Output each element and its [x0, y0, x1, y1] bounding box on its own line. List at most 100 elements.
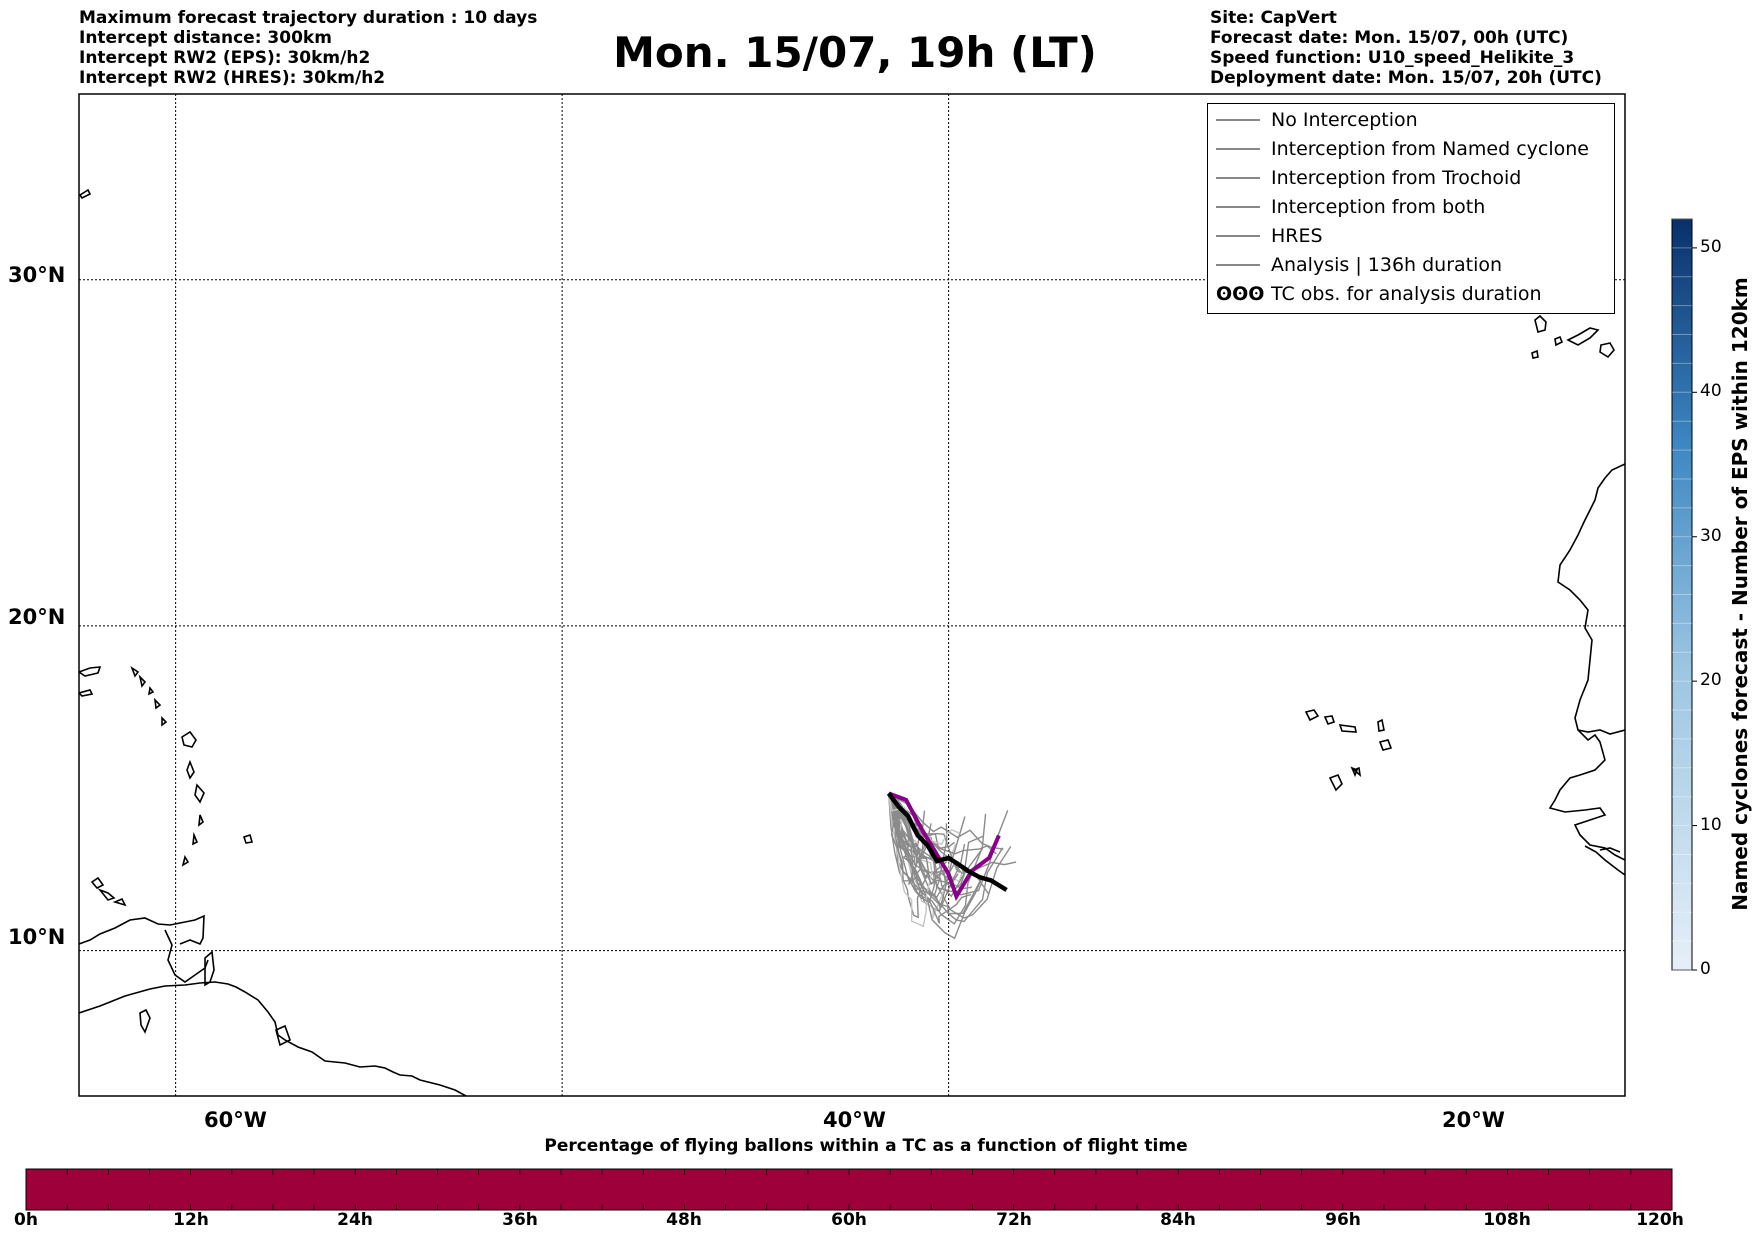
time-tick-12h: 12h: [173, 1210, 209, 1230]
coastline-west-africa: [1548, 463, 1625, 861]
colorbar-tick-10: 10: [1700, 815, 1722, 835]
coastline-fuerteventura: [1566, 327, 1600, 346]
analysis-trajectory: [886, 792, 1008, 892]
coastline-tenerife: [1554, 335, 1564, 347]
lon-label-20w: 20°W: [1442, 1108, 1505, 1132]
colorbar-bottom-bar: [25, 1168, 1673, 1211]
time-tick-96h: 96h: [1325, 1210, 1361, 1230]
coastline-lesser-antilles-south: [90, 876, 127, 907]
forecast-parameters: Maximum forecast trajectory duration : 1…: [79, 8, 537, 88]
param-intercept-distance: Intercept distance: 300km: [79, 28, 332, 48]
colorbar-right-ticks: [1672, 218, 1697, 971]
colorbar-bottom-ticks: [25, 1169, 1673, 1210]
legend-item-analysis: Analysis | 136h duration: [1208, 251, 1614, 279]
colorbar-right-gradient: [1671, 218, 1693, 971]
colorbar-tick-0: 0: [1700, 959, 1711, 979]
colorbar-tick-30: 30: [1700, 526, 1722, 546]
param-max-duration: Maximum forecast trajectory duration : 1…: [79, 8, 538, 28]
ensemble-member-trajectory: [888, 793, 987, 893]
legend-swatch: [1216, 235, 1260, 237]
legend-item-hres: HRES: [1208, 222, 1614, 250]
legend-label: Analysis | 136h duration: [1271, 254, 1503, 276]
lat-label-10n: 10°N: [8, 925, 66, 949]
colorbar-bottom-title: Percentage of flying ballons within a TC…: [544, 1136, 1188, 1156]
legend-label: Interception from Named cyclone: [1271, 138, 1589, 160]
time-tick-36h: 36h: [502, 1210, 538, 1230]
legend-swatch: [1216, 119, 1260, 121]
coastline-island-2: [275, 1024, 291, 1047]
coastline-lanzarote: [1534, 314, 1547, 333]
coastline-trinidad: [204, 950, 215, 987]
ensemble-trajectories: [886, 791, 1017, 940]
coastline-gambia: [1577, 729, 1625, 735]
coastline-south-america: [79, 981, 467, 1096]
coastline-sal: [1377, 718, 1385, 732]
colorbar-tick-40: 40: [1700, 381, 1722, 401]
lon-label-60w: 60°W: [204, 1108, 267, 1132]
legend-label: Interception from both: [1271, 196, 1486, 218]
legend-item-tc-obs: ʘʘʘ TC obs. for analysis duration: [1208, 280, 1614, 308]
coastline-venezuela-north: [79, 914, 205, 946]
coastline-puerto-rico: [79, 666, 102, 677]
colorbar-tick-50: 50: [1700, 237, 1722, 257]
coastline-island-6: [147, 686, 155, 696]
coastline-st-vincent: [192, 831, 199, 846]
deployment-date: Deployment date: Mon. 15/07, 20h (UTC): [1210, 68, 1602, 88]
param-rw2-eps: Intercept RW2 (EPS): 30km/h2: [79, 48, 371, 68]
legend-item-trochoid: Interception from Trochoid: [1208, 164, 1614, 192]
ensemble-member-trajectory: [888, 793, 983, 915]
coastline-bermuda-edge: [79, 188, 92, 200]
coastline-island-8: [161, 716, 168, 727]
legend-label: HRES: [1271, 225, 1323, 247]
time-tick-60h: 60h: [831, 1210, 867, 1230]
legend-swatch: [1216, 264, 1260, 266]
legend-item-both: Interception from both: [1208, 193, 1614, 221]
coastline-island-3: [79, 689, 94, 697]
legend-item-named-cyclone: Interception from Named cyclone: [1208, 135, 1614, 163]
coastline-barbados: [242, 833, 254, 844]
coastline-paria: [164, 929, 209, 983]
time-tick-108h: 108h: [1483, 1210, 1531, 1230]
time-tick-72h: 72h: [996, 1210, 1032, 1230]
coastline-island-5: [138, 674, 147, 688]
time-tick-24h: 24h: [337, 1210, 373, 1230]
legend-swatch: [1216, 148, 1260, 150]
coastlines: [79, 188, 1625, 1096]
site-name: Site: CapVert: [1210, 8, 1337, 28]
coastline-island-4: [130, 665, 140, 678]
legend-swatch: [1216, 177, 1260, 179]
coastline-gran-canaria: [1599, 342, 1615, 359]
coastline-island-1: [139, 1008, 151, 1034]
coastline-guinea-bissau: [1584, 845, 1625, 876]
time-tick-48h: 48h: [666, 1210, 702, 1230]
speed-function: Speed function: U10_speed_Helikite_3: [1210, 48, 1575, 68]
ensemble-member-trajectory: [888, 793, 956, 886]
param-rw2-hres: Intercept RW2 (HRES): 30km/h2: [79, 68, 386, 88]
map-legend: No Interception Interception from Named …: [1207, 103, 1615, 314]
coastline-martinique: [194, 783, 205, 804]
coastline-grenadines: [181, 854, 190, 867]
legend-label: TC obs. for analysis duration: [1271, 283, 1542, 305]
map-frame: [78, 93, 1626, 1097]
coastline-sao-vicente: [1323, 715, 1336, 725]
site-information: Site: CapVert Forecast date: Mon. 15/07,…: [1210, 8, 1602, 88]
tc-symbol-icon: ʘʘʘ: [1216, 283, 1265, 305]
coastline-la-gomera: [1531, 349, 1539, 359]
page-title: Mon. 15/07, 19h (LT): [613, 28, 1097, 77]
coastline-boa-vista: [1378, 739, 1393, 751]
ensemble-member-trajectory: [888, 793, 966, 911]
colorbar-tick-20: 20: [1700, 670, 1722, 690]
legend-label: Interception from Trochoid: [1271, 167, 1522, 189]
coastline-island-7: [153, 697, 162, 710]
coastline-guadeloupe: [181, 730, 197, 748]
legend-item-no-interception: No Interception: [1208, 106, 1614, 134]
lon-label-40w: 40°W: [823, 1108, 886, 1132]
ensemble-member-trajectory: [888, 792, 1004, 850]
legend-label: No Interception: [1271, 109, 1418, 131]
coastline-fogo: [1350, 766, 1359, 778]
coastline-santo-antao: [1304, 709, 1320, 722]
ensemble-member-trajectory: [888, 793, 948, 904]
time-tick-120h: 120h: [1636, 1210, 1684, 1230]
time-tick-0h: 0h: [14, 1210, 38, 1230]
